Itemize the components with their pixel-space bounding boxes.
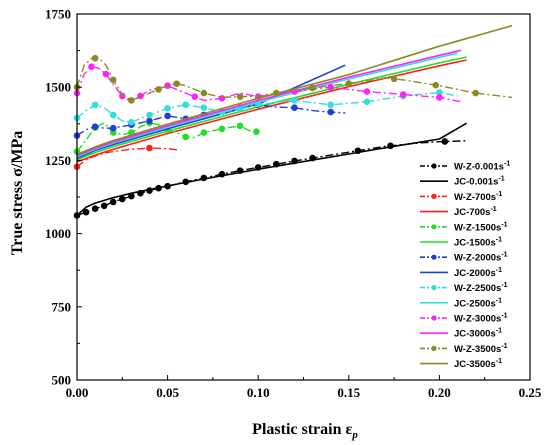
- series-jc-700s-legend-label: JC-700s-1: [454, 206, 497, 218]
- series-w-z-3000s-point: [327, 83, 334, 91]
- series-jc-3000s-legend-label: JC-3000s-1: [454, 328, 502, 340]
- series-w-z-3500s-point: [155, 86, 162, 93]
- legend: W-Z-0.001s-1 JC-0.001s-1 W-Z-700s-1 JC-700s…: [420, 161, 510, 370]
- series-w-z-3500s-point: [472, 89, 479, 97]
- series-w-z-2500s-point: [164, 104, 171, 112]
- series-w-z-0-001s-point: [119, 195, 126, 203]
- series-w-z-3500s-point: [109, 76, 117, 84]
- axes: 0.00 0.05 0.10 0.15 0.20 0.25 500 750 1000 1250 15…: [45, 7, 542, 401]
- series-jc-0-001s-legend-label: JC-0.001s-1: [454, 176, 505, 188]
- series-w-z-1500s-point: [218, 125, 226, 133]
- series-w-z-0-001s-legend-label: W-Z-0.001s-1: [454, 161, 510, 173]
- series-w-z-3500s-point: [345, 80, 353, 87]
- series-w-z-2000s-point: [291, 104, 298, 111]
- y-tick-label: 1250: [45, 153, 71, 168]
- series-w-z-1500s-point: [182, 133, 190, 141]
- y-axis-title: True stress σ/MPa: [9, 131, 26, 256]
- series-w-z-2000s-legend-marker: [431, 254, 437, 260]
- series-w-z-0-001s-legend-marker: [431, 163, 437, 169]
- series-w-z-3500s-point: [432, 81, 440, 89]
- series-w-z-2500s-point: [200, 104, 208, 111]
- series-jc-700s-line: [76, 59, 467, 163]
- series-w-z-700s-line: [76, 147, 181, 168]
- x-axis-title: Plastic strain εp: [252, 421, 358, 441]
- series-w-z-2000s-point: [327, 108, 334, 116]
- series-w-z-1500s-point: [200, 129, 208, 136]
- x-tick-label: 0.05: [156, 385, 179, 400]
- series-w-z-0-001s-point: [82, 208, 90, 216]
- series-w-z-1500s-legend-marker: [431, 224, 437, 230]
- series-w-z-3500s-point: [128, 97, 135, 104]
- x-tick-label: 0.15: [337, 385, 360, 400]
- series-jc-3500s-legend-label: JC-3500s-1: [454, 358, 502, 370]
- series-w-z-3500s-point: [309, 84, 316, 92]
- series-w-z-2500s-point: [327, 101, 334, 109]
- series-w-z-0-001s-point: [441, 138, 449, 145]
- series-w-z-3000s-point: [191, 93, 199, 101]
- series-w-z-2500s-point: [182, 101, 190, 109]
- series-jc-2000s-legend-label: JC-2000s-1: [454, 267, 502, 279]
- series-w-z-2500s-legend-label: W-Z-2500s-1: [454, 282, 508, 294]
- series-w-z-3000s-point: [102, 70, 110, 78]
- series-w-z-2500s-point: [109, 111, 117, 119]
- series-w-z-3500s-point: [236, 93, 244, 101]
- series-w-z-1500s-line: [76, 122, 257, 153]
- series-w-z-2500s-point: [128, 119, 135, 126]
- series-w-z-1500s-point: [236, 122, 244, 130]
- series-w-z-3500s-legend-marker: [431, 345, 437, 351]
- series-w-z-3000s-line: [76, 66, 462, 103]
- series-w-z-3500s-point: [390, 75, 398, 83]
- series-w-z-2500s-point: [91, 101, 99, 109]
- series-w-z-700s-legend-marker: [431, 193, 437, 199]
- series-w-z-1500s-point: [253, 128, 260, 136]
- series-w-z-0-001s-point: [100, 202, 108, 210]
- x-tick-label: 0.20: [428, 385, 451, 400]
- series-w-z-3500s-point: [91, 54, 99, 62]
- series-w-z-2000s-legend-label: W-Z-2000s-1: [454, 252, 508, 264]
- series-jc-0-001s-line: [76, 122, 468, 216]
- series-jc-1500s-line: [76, 56, 467, 161]
- y-tick-label: 1750: [45, 7, 71, 22]
- series-w-z-3000s-legend-marker: [431, 315, 437, 321]
- x-tick-label: 0.00: [66, 385, 89, 400]
- series-w-z-3500s-legend-label: W-Z-3500s-1: [454, 343, 508, 355]
- series-w-z-3000s-point: [399, 91, 407, 98]
- series-w-z-700s-legend-label: W-Z-700s-1: [454, 191, 502, 203]
- series-w-z-3000s-point: [436, 94, 443, 101]
- series-w-z-2000s-point: [91, 123, 99, 131]
- series-w-z-700s-point: [146, 144, 153, 152]
- y-tick-label: 500: [52, 373, 72, 388]
- series-w-z-2500s-legend-marker: [431, 285, 437, 291]
- series-w-z-0-001s-line: [76, 140, 467, 217]
- y-tick-label: 1000: [45, 226, 71, 241]
- series-w-z-2000s-point: [146, 117, 153, 125]
- series-w-z-2500s-point: [363, 98, 371, 106]
- x-tick-label: 0.25: [519, 385, 542, 400]
- series-w-z-1500s-legend-label: W-Z-1500s-1: [454, 221, 508, 233]
- series-w-z-2500s-point: [291, 97, 298, 104]
- series-w-z-2500s-point: [146, 111, 153, 119]
- y-tick-label: 1500: [45, 80, 71, 95]
- series-w-z-0-001s-point: [109, 198, 117, 206]
- series-w-z-0-001s-point: [91, 205, 99, 213]
- series-w-z-3000s-legend-label: W-Z-3000s-1: [454, 313, 508, 325]
- series-jc-1500s-legend-label: JC-1500s-1: [454, 237, 502, 249]
- series-w-z-3500s-point: [200, 89, 208, 97]
- y-tick-label: 750: [52, 299, 72, 314]
- series-w-z-3500s-point: [173, 80, 180, 87]
- series-w-z-2000s-point: [109, 124, 117, 132]
- series-jc-3000s-line: [76, 49, 462, 157]
- plot-area: [73, 24, 513, 219]
- series-jc-3500s-line: [76, 24, 513, 156]
- series-w-z-2000s-point: [164, 112, 171, 120]
- x-tick-label: 0.10: [247, 385, 270, 400]
- series-w-z-2500s-line: [76, 91, 458, 123]
- series-jc-2500s-legend-label: JC-2500s-1: [454, 297, 502, 309]
- series-w-z-3000s-point: [88, 63, 95, 71]
- series-jc-2500s-line: [76, 52, 458, 158]
- series-w-z-3000s-point: [363, 88, 371, 95]
